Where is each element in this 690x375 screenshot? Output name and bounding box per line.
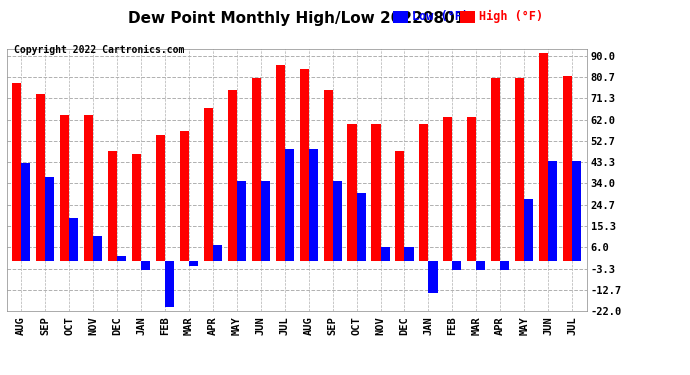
Bar	[117, 256, 126, 261]
Bar	[324, 90, 333, 261]
Bar	[404, 248, 413, 261]
Bar	[395, 152, 404, 261]
Bar	[108, 152, 117, 261]
Bar	[46, 177, 55, 261]
Bar	[443, 117, 453, 261]
Bar	[572, 160, 581, 261]
Bar	[275, 65, 285, 261]
Bar	[36, 94, 46, 261]
Bar	[500, 261, 509, 270]
Bar	[380, 248, 390, 261]
Bar	[141, 261, 150, 270]
Text: Dew Point Monthly High/Low 20220801: Dew Point Monthly High/Low 20220801	[128, 11, 465, 26]
Bar	[213, 245, 222, 261]
Bar	[228, 90, 237, 261]
Bar	[548, 160, 558, 261]
Bar	[467, 117, 476, 261]
Bar	[428, 261, 437, 293]
Bar	[189, 261, 198, 266]
Bar	[348, 124, 357, 261]
Bar	[12, 83, 21, 261]
Bar	[563, 76, 572, 261]
Bar	[476, 261, 486, 270]
Bar	[180, 131, 189, 261]
Bar	[308, 149, 318, 261]
Bar	[261, 181, 270, 261]
Bar	[237, 181, 246, 261]
Bar	[252, 78, 261, 261]
Bar	[165, 261, 174, 307]
Text: Low (°F): Low (°F)	[412, 10, 469, 23]
Bar	[93, 236, 102, 261]
Bar	[21, 163, 30, 261]
Bar	[539, 53, 548, 261]
Bar	[357, 192, 366, 261]
Bar	[285, 149, 294, 261]
Bar	[524, 200, 533, 261]
Bar	[204, 108, 213, 261]
Bar	[60, 115, 69, 261]
Bar	[84, 115, 93, 261]
Bar	[132, 154, 141, 261]
Text: Copyright 2022 Cartronics.com: Copyright 2022 Cartronics.com	[14, 45, 184, 55]
Bar	[491, 78, 500, 261]
Bar	[69, 217, 78, 261]
Bar	[453, 261, 462, 270]
Bar	[515, 78, 524, 261]
Bar	[156, 135, 165, 261]
Bar	[299, 69, 308, 261]
Text: High (°F): High (°F)	[479, 10, 543, 23]
Bar	[333, 181, 342, 261]
Bar	[420, 124, 428, 261]
Bar	[371, 124, 380, 261]
